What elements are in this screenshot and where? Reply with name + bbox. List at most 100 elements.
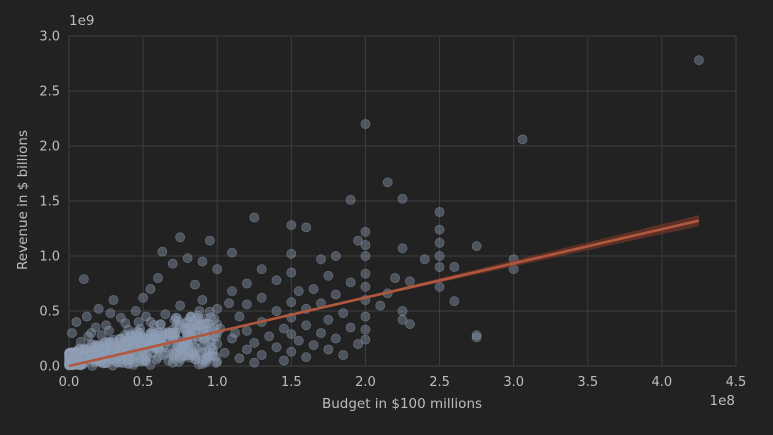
scatter-point — [105, 308, 116, 319]
scatter-point — [170, 312, 181, 323]
regression-line — [68, 219, 700, 368]
scatter-point — [211, 357, 221, 368]
scatter-point — [256, 264, 267, 275]
regression-line-group — [68, 215, 700, 368]
scatter-point — [360, 226, 371, 237]
grid-lines — [68, 35, 737, 367]
scatter-point — [212, 303, 223, 314]
x-tick-label: 4.5 — [726, 375, 747, 390]
scatter-point — [517, 134, 528, 145]
scatter-point — [118, 339, 129, 349]
scatter-point — [204, 306, 215, 317]
scatter-point — [182, 253, 193, 264]
scatter-point — [249, 337, 260, 348]
scatter-point — [434, 262, 445, 272]
scatter-point — [227, 333, 237, 344]
scatter-point — [308, 284, 319, 294]
scatter-point — [382, 177, 393, 188]
scatter-point — [338, 308, 349, 319]
scatter-point — [130, 330, 141, 341]
scatter-point — [434, 224, 445, 235]
scatter-point — [130, 339, 141, 349]
scatter-point — [157, 246, 168, 257]
scatter-point — [345, 194, 356, 205]
y-tick-label: 2.0 — [39, 140, 60, 155]
scatter-point — [81, 311, 92, 322]
x-tick-label: 4.0 — [652, 375, 673, 390]
scatter-point — [330, 289, 341, 300]
x-tick-label: 1.5 — [281, 375, 302, 390]
scatter-point — [169, 315, 180, 326]
scatter-point — [471, 330, 482, 341]
y-tick-label: 2.5 — [39, 85, 60, 100]
scatter-point — [397, 243, 408, 254]
scatter-point — [471, 332, 482, 343]
scatter-point — [90, 322, 101, 333]
scatter-point — [286, 346, 297, 357]
scatter-point — [241, 325, 252, 336]
y-tick-label: 0.5 — [39, 305, 60, 320]
y-tick-label: 3.0 — [39, 30, 60, 45]
scatter-point — [212, 264, 223, 275]
x-tick-label: 3.5 — [577, 375, 598, 390]
scatter-point — [142, 351, 153, 361]
x-offset-label: 1e8 — [710, 393, 735, 409]
scatter-point — [360, 324, 371, 335]
x-tick-label: 0.5 — [133, 375, 154, 390]
scatter-point — [286, 267, 297, 278]
scatter-point — [286, 329, 297, 339]
scatter-point — [316, 254, 326, 265]
x-axis-label: Budget in $100 millions — [322, 396, 482, 412]
scatter-point — [338, 350, 349, 360]
scatter-point — [141, 311, 151, 322]
scatter-point — [360, 281, 371, 292]
scatter-point — [163, 355, 174, 366]
y-tick-label: 1.0 — [39, 250, 60, 265]
scatter-point — [390, 273, 400, 283]
scatter-point — [279, 355, 289, 366]
scatter-point — [316, 328, 326, 338]
scatter-point — [286, 248, 297, 259]
scatter-point — [241, 278, 252, 289]
scatter-point — [67, 328, 77, 338]
scatter-point — [301, 352, 312, 363]
y-tick-labels: 0.0 0.5 1.0 1.5 2.0 2.5 3.0 — [39, 30, 60, 375]
scatter-point — [323, 270, 334, 281]
scatter-point — [330, 251, 341, 261]
scatter-point — [197, 295, 208, 305]
scatter-point — [230, 328, 240, 338]
scatter-point — [219, 347, 230, 358]
scatter-point — [434, 207, 445, 217]
scatter-point — [293, 286, 304, 297]
scatter-point — [167, 324, 178, 335]
scatter-point — [360, 119, 371, 129]
scatter-point — [153, 352, 163, 363]
scatter-point — [308, 340, 319, 350]
scatter-point — [167, 357, 178, 368]
scatter-point — [175, 300, 186, 311]
scatter-point — [74, 343, 85, 354]
scatter-point — [301, 320, 312, 331]
scatter-point — [209, 313, 220, 324]
scatter-point — [127, 354, 138, 365]
scatter-point — [107, 360, 118, 371]
scatter-point — [194, 306, 205, 316]
scatter-point — [212, 356, 223, 367]
scatter-point — [175, 322, 186, 333]
scatter-point — [133, 317, 144, 327]
scatter-points — [64, 55, 704, 371]
scatter-point — [207, 344, 218, 355]
scatter-point — [145, 328, 156, 338]
scatter-point — [115, 333, 126, 344]
x-tick-label: 0.0 — [59, 375, 80, 390]
scatter-point — [197, 256, 208, 267]
scatter-point — [434, 281, 445, 292]
scatter-point — [271, 306, 282, 316]
scatter-point — [360, 240, 371, 250]
scatter-point — [249, 212, 260, 223]
scatter-point — [93, 303, 104, 314]
scatter-point — [104, 325, 114, 336]
scatter-point — [234, 311, 245, 322]
scatter-point — [204, 235, 215, 246]
scatter-point — [449, 296, 460, 306]
